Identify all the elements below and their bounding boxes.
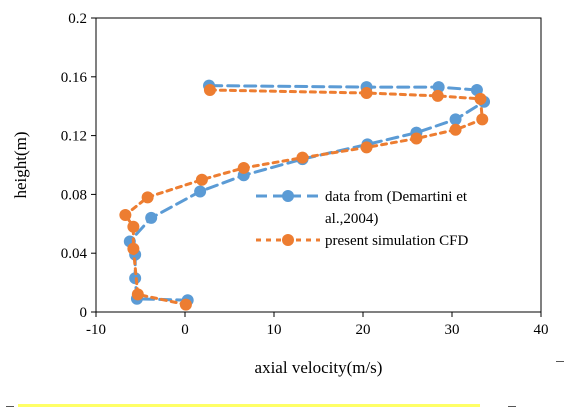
plot-frame: [95, 17, 542, 313]
x-tick-label: 30: [445, 322, 460, 338]
series-2-point: [474, 92, 487, 105]
series-1-point: [145, 211, 158, 224]
series-2: [119, 84, 489, 311]
legend-label-1: al.,2004): [325, 211, 378, 227]
y-tick-label: 0.2: [68, 11, 87, 27]
y-tick-label: 0.12: [61, 129, 87, 145]
series-2-point: [195, 173, 208, 186]
series-2-point: [127, 242, 140, 255]
series-2-point: [476, 113, 489, 126]
y-tick-label: 0.08: [61, 187, 87, 203]
series-2-point: [141, 191, 154, 204]
series-2-point: [410, 132, 423, 145]
series-layer: [119, 79, 491, 311]
y-tick-label: 0.04: [61, 246, 88, 262]
series-2-point: [360, 86, 373, 99]
legend-marker-2: [282, 234, 294, 246]
series-2-point: [203, 84, 216, 97]
series-2-point: [119, 208, 132, 221]
edge-mark-far-right: [556, 361, 564, 362]
series-2-point: [179, 298, 192, 311]
x-tick-label: 20: [356, 322, 371, 338]
legend-marker-1: [282, 190, 294, 202]
x-tick-label: 40: [534, 322, 549, 338]
x-tick-label: -10: [86, 322, 106, 338]
y-tick-label: 0.16: [61, 70, 88, 86]
y-axis-title: height(m): [11, 131, 30, 198]
series-2-point: [360, 141, 373, 154]
series-2-point: [296, 151, 309, 164]
series-1-point: [194, 185, 207, 198]
highlight-strip: [18, 404, 480, 407]
legend-label-1: data from (Demartini et: [325, 189, 468, 205]
x-tick-label: 10: [267, 322, 282, 338]
series-2-point: [127, 220, 140, 233]
x-tick-label: 0: [181, 322, 189, 338]
x-axis-title: axial velocity(m/s): [255, 358, 383, 377]
y-tick-label: 0: [80, 305, 88, 321]
series-2-point: [131, 288, 144, 301]
series-2-point: [449, 123, 462, 136]
series-2-point: [431, 89, 444, 102]
series-1-point: [449, 113, 462, 126]
series-1-point: [432, 81, 445, 94]
legend: data from (Demartini et al.,2004) present …: [256, 189, 468, 249]
series-2-point: [237, 161, 250, 174]
legend-label-2: present simulation CFD: [325, 233, 468, 249]
